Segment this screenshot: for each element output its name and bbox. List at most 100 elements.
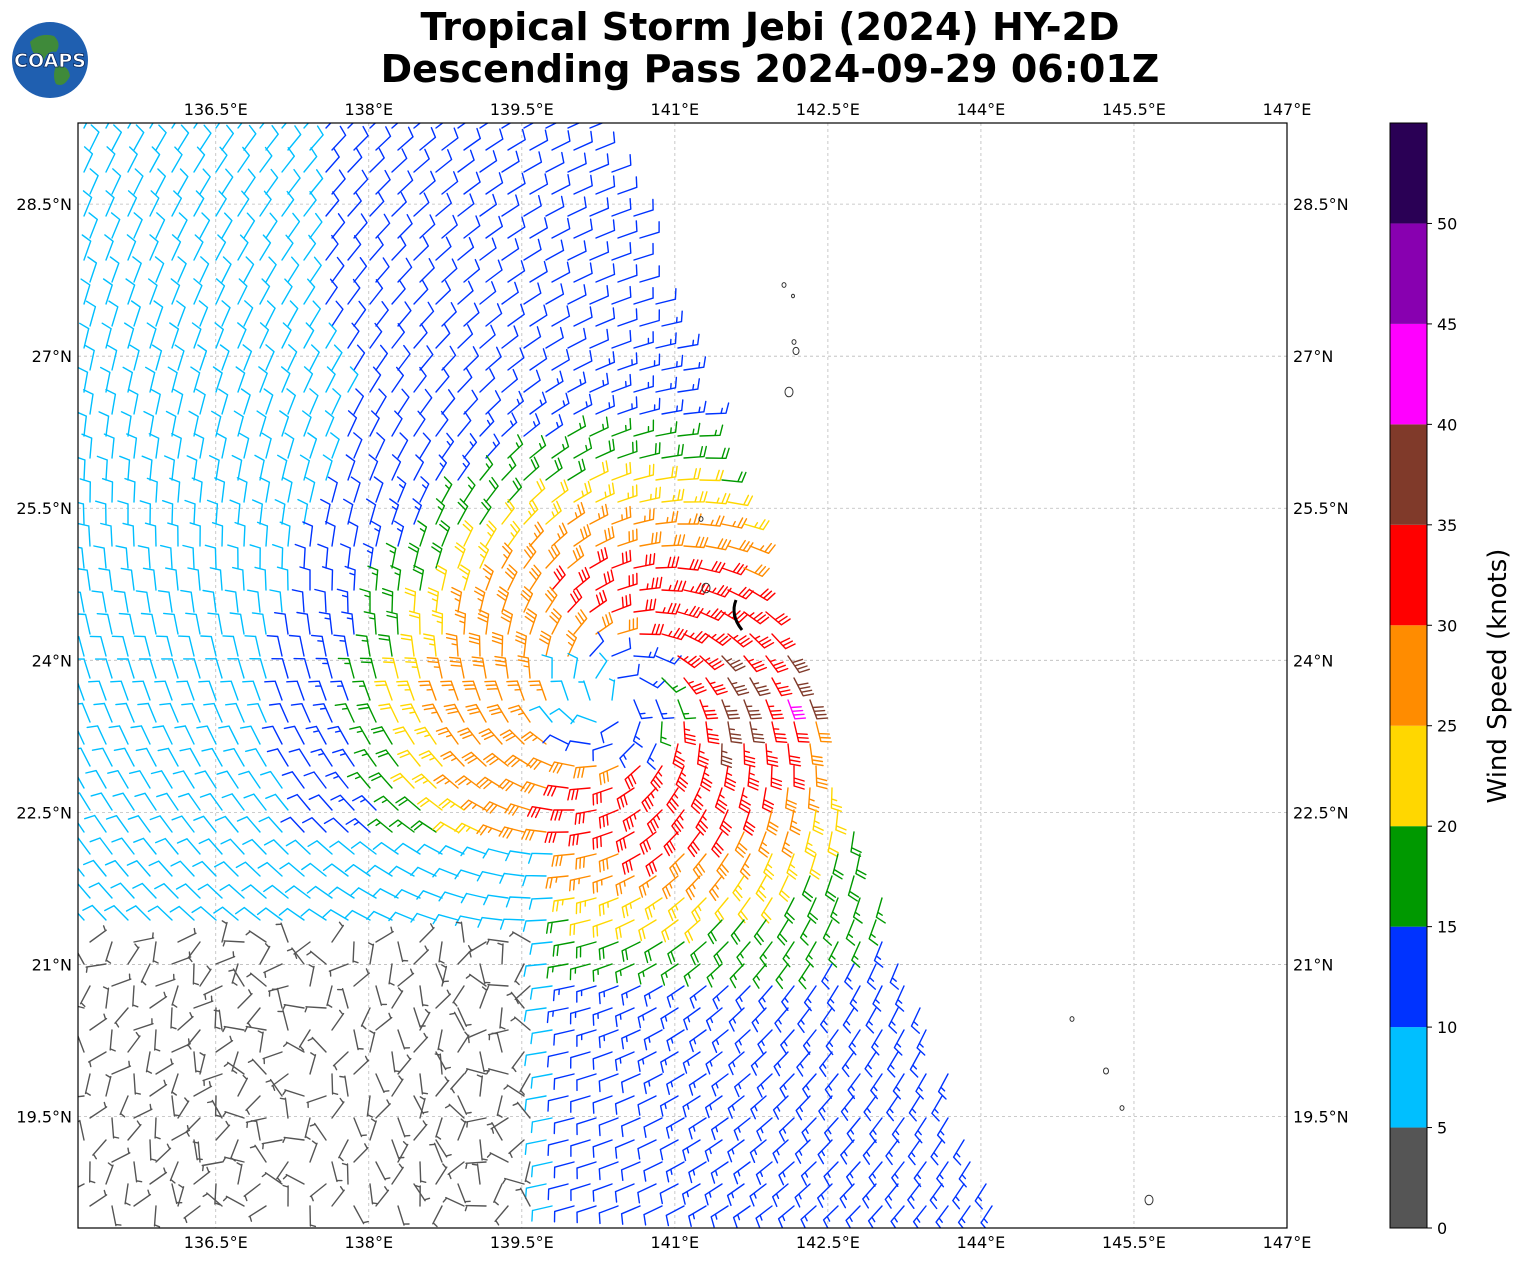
wind-barb [263,839,289,855]
wind-barb [830,897,840,924]
wind-barb [614,1095,635,1115]
wind-barb [884,1183,899,1209]
wind-barb [936,1117,949,1144]
wind-barb [575,853,597,870]
wind-barb [633,375,654,393]
wind-barb [742,809,756,836]
wind-barb [660,721,672,747]
wind-barb [137,545,151,569]
wind-barb [397,1205,410,1226]
wind-barb [219,344,230,371]
wind-barb [309,256,322,283]
wind-barb [195,388,206,415]
wind-barb [111,124,122,151]
wind-barb [721,471,747,483]
wind-barb [87,256,98,283]
wind-barb [553,1205,575,1223]
wind-barb [773,1051,789,1077]
wind-barb [171,1095,181,1117]
wind-barb [193,123,199,129]
wind-barb [937,1073,949,1100]
wind-barb [774,1007,789,1033]
wind-barb [595,652,608,679]
wind-barb [574,809,597,825]
wind-barb [573,609,588,635]
wind-barb [575,897,597,915]
wind-barb [222,940,245,947]
wind-barb [113,590,129,613]
wind-barb [214,1007,221,1030]
colorbar-label: 35 [1437,516,1457,535]
wind-barb [205,658,223,679]
wind-barb [465,973,487,987]
wind-barb [237,322,247,349]
wind-barb [284,432,295,459]
wind-barb [598,853,619,873]
wind-barb [464,1068,487,1075]
wind-barb [463,346,479,371]
wind-barb [330,794,355,811]
wind-barb [137,702,157,723]
wind-barb [644,897,663,920]
wind-barb [353,749,377,767]
wind-barb [567,415,587,437]
wind-barb [706,963,723,988]
wind-barb [397,388,410,415]
wind-barb [457,123,467,129]
wind-barb [369,322,383,349]
wind-barb [700,765,713,792]
wind-barb [595,394,615,415]
wind-barb [347,366,359,393]
wind-barb [772,1139,789,1164]
wind-barb [93,545,107,569]
wind-barb [743,699,763,720]
wind-barb [333,634,349,657]
wind-barb [432,821,459,833]
wind-barb [547,1095,569,1112]
wind-barb [330,432,340,459]
wind-barb [266,635,283,657]
wind-barb [256,907,283,921]
wind-barb [417,797,443,811]
wind-barb [454,822,481,834]
wind-barb [331,1186,345,1207]
wind-barb [685,875,701,901]
wind-barb [568,831,591,847]
wind-barb [243,1183,261,1202]
wind-barb [710,1161,729,1184]
wind-barb [666,1073,685,1095]
wind-barb [135,590,151,613]
wind-barb [304,476,316,503]
wind-barb [750,1095,767,1120]
wind-barb [171,1073,179,1096]
wind-barb [325,278,338,305]
wind-barb [589,197,610,217]
wind-barb [589,589,608,613]
wind-barb [375,1012,393,1031]
wind-barb [404,587,417,613]
wind-barb [787,655,810,674]
wind-barb [331,1161,343,1183]
wind-barb [189,522,201,547]
wind-barb [611,417,632,437]
wind-barb [462,680,481,701]
wind-barb [85,769,107,789]
wind-barb [216,770,239,789]
wind-barb [209,567,223,591]
wind-barb [347,147,363,173]
wind-barb [524,1183,547,1200]
wind-barb [667,897,685,922]
wind-barb [249,1144,267,1163]
colorbar-bin [1390,123,1427,224]
wind-barb [261,1172,283,1185]
wind-barb [235,861,261,877]
wind-barb [353,968,370,987]
wind-barb [328,886,355,899]
wind-barb [727,677,750,696]
lat-tick-right: 27°N [1293,347,1333,366]
wind-barb [331,1097,345,1119]
wind-barb [218,725,239,745]
wind-barb [569,919,591,936]
wind-barb [111,1060,132,1075]
wind-barb [233,410,244,437]
